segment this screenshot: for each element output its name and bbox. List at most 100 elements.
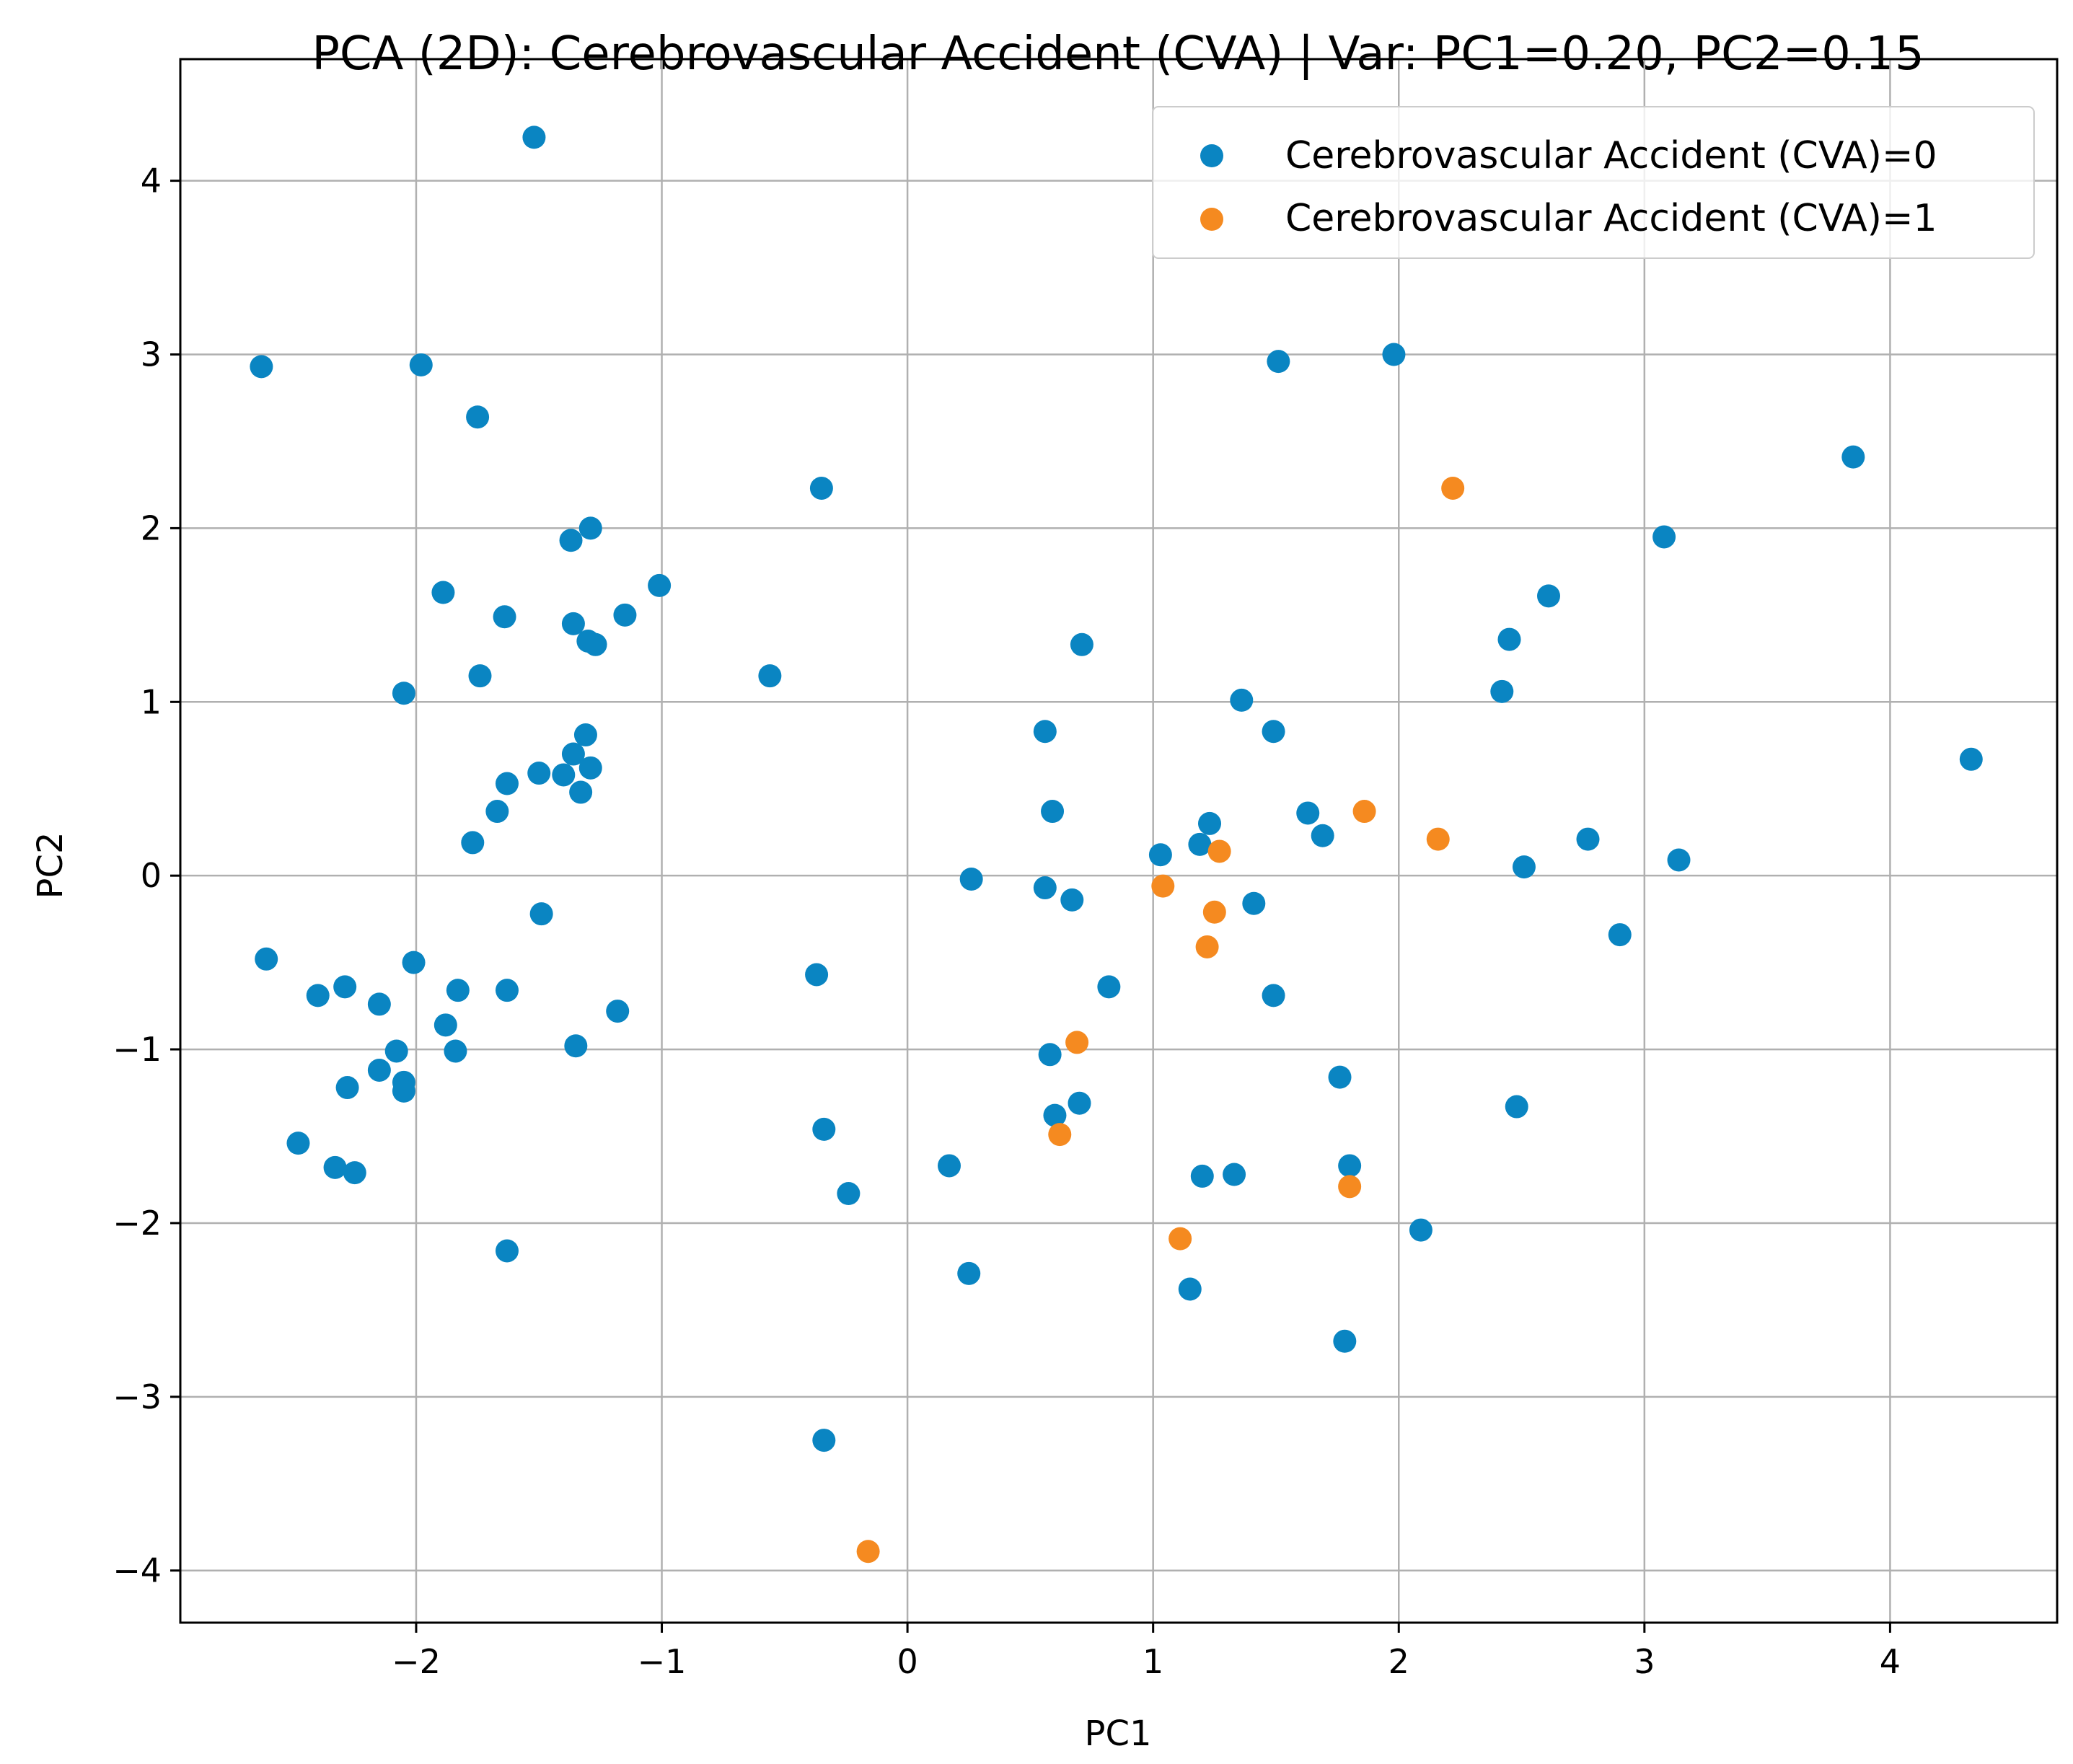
scatter-point-cva-0	[1497, 627, 1521, 651]
y-tick-label: 4	[141, 162, 162, 200]
scatter-point-cva-1	[1202, 900, 1226, 924]
scatter-point-cva-0	[529, 902, 553, 926]
scatter-point-cva-0	[552, 763, 576, 787]
scatter-point-cva-0	[1512, 855, 1536, 879]
scatter-point-cva-0	[561, 742, 585, 766]
scatter-point-cva-0	[446, 979, 470, 1002]
scatter-point-cva-0	[466, 405, 490, 429]
scatter-point-cva-0	[1652, 525, 1676, 549]
scatter-point-cva-1	[1168, 1227, 1192, 1251]
scatter-point-cva-1	[1352, 800, 1376, 824]
scatter-point-cva-0	[573, 723, 597, 747]
scatter-point-cva-0	[957, 1261, 981, 1285]
scatter-point-cva-0	[1033, 876, 1057, 900]
legend-marker-cva-1	[1200, 208, 1223, 231]
scatter-point-cva-0	[1490, 679, 1514, 703]
chart-title: PCA (2D): Cerebrovascular Accident (CVA)…	[312, 27, 1924, 81]
scatter-point-cva-0	[805, 963, 829, 987]
scatter-point-cva-0	[1328, 1065, 1352, 1089]
x-tick-label: 4	[1880, 1642, 1901, 1681]
scatter-point-cva-0	[495, 772, 519, 795]
scatter-point-cva-0	[1338, 1154, 1362, 1178]
y-tick-label: −3	[113, 1377, 162, 1416]
scatter-point-cva-0	[564, 1034, 588, 1058]
scatter-point-cva-1	[1048, 1123, 1072, 1147]
axis-ticks: −2 −1 0 1 2 3 4 −4 −3 −2 −1 0 1 2 3 4	[113, 162, 1901, 1681]
x-tick-label: 0	[897, 1642, 917, 1681]
scatter-point-cva-0	[286, 1132, 310, 1155]
scatter-point-cva-0	[809, 476, 833, 500]
scatter-point-cva-1	[1207, 839, 1231, 863]
scatter-point-cva-0	[584, 632, 607, 656]
y-tick-label: 0	[141, 856, 162, 895]
scatter-point-cva-0	[522, 125, 546, 149]
scatter-point-cva-0	[1667, 848, 1691, 872]
scatter-point-cva-0	[367, 992, 391, 1016]
scatter-point-cva-0	[1070, 632, 1093, 656]
scatter-point-cva-0	[1296, 801, 1320, 825]
scatter-point-cva-0	[812, 1117, 836, 1141]
scatter-point-cva-0	[1043, 1103, 1067, 1127]
scatter-point-cva-0	[1242, 891, 1266, 915]
scatter-point-cva-0	[1097, 975, 1121, 999]
scatter-point-cva-0	[1148, 843, 1172, 867]
scatter-point-cva-0	[1038, 1043, 1062, 1067]
scatter-point-cva-0	[495, 1239, 519, 1263]
scatter-point-cva-0	[561, 612, 585, 635]
scatter-point-cva-0	[1223, 1163, 1246, 1186]
scatter-point-cva-0	[1068, 1091, 1091, 1115]
scatter-point-cva-0	[255, 947, 278, 971]
x-tick-label: 1	[1143, 1642, 1163, 1681]
scatter-point-cva-0	[559, 529, 583, 552]
scatter-point-cva-1	[1441, 476, 1465, 500]
scatter-point-cva-0	[1505, 1095, 1528, 1119]
scatter-point-cva-0	[1608, 923, 1632, 947]
scatter-point-cva-0	[433, 1013, 457, 1037]
y-tick-label: −2	[113, 1204, 162, 1243]
scatter-point-cva-0	[392, 1079, 415, 1103]
scatter-point-cva-0	[1190, 1164, 1214, 1188]
grid-lines	[180, 59, 2057, 1623]
scatter-point-cva-0	[758, 664, 782, 688]
scatter-point-cva-0	[1333, 1329, 1357, 1353]
scatter-point-cva-0	[1537, 584, 1561, 608]
scatter-point-cva-1	[1195, 935, 1219, 958]
scatter-point-cva-0	[409, 353, 433, 376]
scatter-point-cva-0	[837, 1182, 861, 1206]
x-tick-label: −2	[392, 1642, 441, 1681]
scatter-point-cva-1	[1426, 827, 1450, 851]
scatter-point-cva-0	[485, 800, 509, 824]
scatter-point-cva-0	[1198, 811, 1222, 835]
scatter-point-cva-0	[468, 664, 492, 688]
scatter-point-cva-0	[1262, 984, 1285, 1007]
scatter-point-cva-0	[1382, 343, 1406, 366]
scatter-point-cva-0	[578, 516, 602, 540]
scatter-point-cva-0	[444, 1039, 467, 1063]
legend-marker-cva-0	[1200, 144, 1223, 167]
y-axis-title: PC2	[30, 832, 71, 899]
scatter-point-cva-0	[1033, 720, 1057, 744]
scatter-point-cva-0	[1841, 445, 1865, 469]
scatter-point-cva-0	[306, 984, 330, 1007]
scatter-point-cva-1	[1338, 1175, 1362, 1199]
scatter-point-cva-0	[1576, 827, 1600, 851]
legend-label-cva-1: Cerebrovascular Accident (CVA)=1	[1285, 197, 1937, 240]
scatter-point-cva-0	[343, 1161, 366, 1185]
scatter-point-cva-0	[569, 780, 593, 804]
scatter-point-cva-0	[431, 581, 455, 604]
scatter-point-cva-0	[1230, 688, 1254, 712]
scatter-point-cva-0	[613, 603, 637, 627]
data-points	[250, 125, 1983, 1564]
scatter-point-cva-0	[1267, 350, 1290, 374]
scatter-point-cva-0	[367, 1058, 391, 1082]
scatter-point-cva-0	[1178, 1277, 1202, 1301]
y-tick-label: 3	[141, 335, 162, 374]
scatter-point-cva-0	[1041, 800, 1065, 824]
scatter-point-cva-0	[461, 831, 485, 855]
scatter-point-cva-0	[812, 1429, 836, 1452]
scatter-point-cva-0	[1959, 747, 1983, 771]
scatter-point-cva-0	[938, 1154, 961, 1178]
scatter-point-cva-1	[856, 1540, 880, 1564]
scatter-point-cva-0	[402, 951, 426, 974]
